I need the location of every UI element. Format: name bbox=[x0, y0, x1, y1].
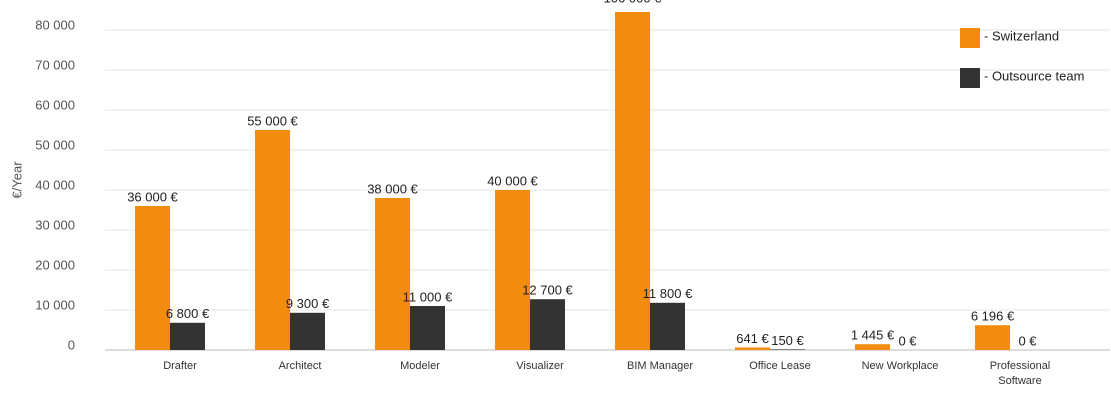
x-tick-label: Office Lease bbox=[749, 360, 811, 372]
bar bbox=[375, 198, 410, 350]
y-tick-label: 70 000 bbox=[35, 57, 75, 72]
bar bbox=[410, 306, 445, 350]
bar bbox=[975, 325, 1010, 350]
bar bbox=[615, 12, 650, 350]
x-tick-label: Professional Software bbox=[989, 360, 1051, 387]
bar bbox=[855, 344, 890, 350]
value-label: 0 € bbox=[1018, 333, 1037, 348]
legend-label: - Outsource team bbox=[984, 68, 1084, 83]
y-tick-label: 10 000 bbox=[35, 297, 75, 312]
y-tick-label: 0 bbox=[68, 337, 75, 352]
y-tick-label: 30 000 bbox=[35, 217, 75, 232]
x-tick-label: Drafter bbox=[163, 360, 197, 372]
value-label: 0 € bbox=[898, 333, 917, 348]
value-label: 36 000 € bbox=[127, 189, 178, 204]
bar bbox=[290, 312, 325, 350]
bar bbox=[770, 349, 805, 350]
value-label: 106 000 € bbox=[604, 0, 663, 5]
x-tick-label: New Workplace bbox=[861, 360, 939, 372]
bar bbox=[170, 322, 205, 350]
value-label: 11 000 € bbox=[403, 289, 453, 304]
value-label: 6 196 € bbox=[971, 309, 1015, 324]
x-tick-label: Modeler bbox=[400, 360, 440, 372]
value-label: 9 300 € bbox=[286, 296, 330, 311]
value-label: 38 000 € bbox=[367, 181, 418, 196]
y-tick-label: 40 000 bbox=[35, 177, 75, 192]
y-tick-label: 50 000 bbox=[35, 137, 75, 152]
value-label: 40 000 € bbox=[487, 173, 538, 188]
value-label: 150 € bbox=[771, 333, 804, 348]
value-label: 6 800 € bbox=[166, 306, 210, 321]
bar bbox=[650, 302, 685, 350]
value-label: 55 000 € bbox=[247, 113, 298, 128]
x-tick-label: Visualizer bbox=[516, 360, 564, 372]
bar bbox=[135, 206, 170, 350]
x-tick-label: BIM Manager bbox=[626, 360, 694, 372]
y-axis-label: €/Year bbox=[9, 161, 24, 199]
y-tick-label: 80 000 bbox=[35, 17, 75, 32]
value-label: 12 700 € bbox=[522, 283, 573, 298]
value-label: 11 800 € bbox=[643, 286, 693, 301]
x-tick-label: Architect bbox=[278, 360, 322, 372]
bar bbox=[255, 130, 290, 350]
y-tick-label: 20 000 bbox=[35, 257, 75, 272]
bar bbox=[735, 347, 770, 350]
value-label: 641 € bbox=[736, 331, 769, 346]
y-tick-label: 60 000 bbox=[35, 97, 75, 112]
legend-swatch bbox=[960, 28, 980, 48]
legend-label: - Switzerland bbox=[984, 28, 1059, 43]
legend-swatch bbox=[960, 68, 980, 88]
plot-area bbox=[135, 12, 1010, 350]
value-label: 1 445 € bbox=[851, 328, 895, 343]
bar bbox=[495, 190, 530, 350]
bar bbox=[530, 299, 565, 350]
